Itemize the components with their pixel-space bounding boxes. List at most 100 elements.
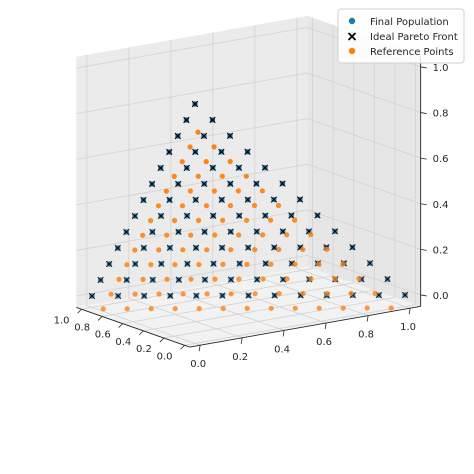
legend-marker-reference-points	[348, 47, 356, 55]
z-tick-label: 0.8	[433, 109, 449, 120]
reference-point	[211, 188, 217, 194]
reference-point	[292, 217, 298, 223]
pareto-front-marker	[88, 292, 96, 300]
reference-point	[171, 173, 177, 179]
pareto-front-marker	[175, 228, 182, 236]
pareto-front-marker	[253, 180, 260, 187]
pareto-front-marker	[279, 180, 286, 187]
gridline-y-floor	[212, 283, 327, 324]
pareto-front-marker	[331, 228, 339, 235]
reference-point	[364, 305, 370, 311]
pareto-front-marker	[157, 212, 165, 220]
pareto-front-marker	[166, 244, 174, 252]
gridline-y-floor	[170, 290, 285, 331]
reference-point	[228, 291, 234, 297]
gridline-z-right-wall	[307, 254, 421, 296]
z-tick-label: 0.4	[433, 200, 449, 211]
pareto-front-marker	[174, 132, 182, 140]
pareto-front-marker	[226, 132, 234, 140]
reference-point	[195, 129, 201, 135]
reference-point	[292, 261, 298, 267]
x-tick-label: 0.2	[136, 344, 152, 355]
legend-label-final-population: Final Population	[370, 17, 449, 28]
x-axis-line	[76, 307, 190, 348]
pareto-front-marker	[227, 276, 235, 283]
pareto-front-marker	[288, 212, 295, 219]
x-tick-mark	[180, 344, 185, 350]
reference-point	[140, 276, 146, 282]
reference-point	[220, 217, 226, 223]
reference-point	[300, 246, 306, 253]
reference-point	[236, 232, 242, 238]
z-tick-mark	[420, 294, 427, 297]
y-tick-label: 0.8	[358, 330, 374, 341]
pareto-front-marker	[244, 196, 252, 203]
y-tick-mark	[366, 315, 369, 322]
pareto-front-marker	[140, 196, 147, 204]
pareto-front-marker	[166, 148, 173, 156]
reference-point	[108, 291, 114, 297]
legend-label-ideal-pareto-front: Ideal Pareto Front	[370, 32, 458, 43]
pareto-front-marker	[218, 196, 225, 203]
pareto-front-marker	[140, 244, 148, 252]
reference-point	[276, 291, 282, 297]
reference-point	[203, 159, 209, 165]
y-tick-mark	[282, 330, 285, 337]
pareto-front-marker	[166, 196, 173, 204]
reference-point	[204, 291, 210, 297]
x-tick-mark	[77, 308, 82, 314]
reference-point	[356, 276, 362, 282]
gridline-z-right-wall	[307, 209, 421, 250]
reference-point	[251, 202, 258, 209]
gridline-x-floor	[184, 304, 416, 346]
legend: Final Population Ideal Pareto Front Refe…	[337, 8, 465, 64]
reference-point	[340, 261, 346, 267]
pareto-front-marker	[105, 260, 113, 268]
reference-point	[340, 305, 346, 311]
gridline-x-floor	[81, 268, 313, 310]
reference-point	[332, 276, 338, 282]
reference-point	[116, 276, 122, 282]
reference-point	[195, 173, 201, 179]
reference-point	[188, 276, 194, 282]
pareto-front-marker	[244, 244, 252, 251]
reference-point	[172, 262, 178, 268]
reference-point	[188, 232, 194, 238]
gridline-z-left-wall	[76, 254, 308, 297]
z-tick-label: 0.6	[433, 154, 449, 165]
reference-point	[179, 203, 186, 209]
reference-point	[244, 217, 250, 223]
reference-point	[316, 305, 322, 311]
reference-point	[204, 247, 210, 253]
reference-point	[180, 291, 186, 297]
reference-point	[180, 247, 186, 253]
gridline-z-left-wall	[76, 26, 308, 69]
gridline-y-floor	[128, 297, 243, 339]
z-tick-mark	[420, 203, 427, 206]
z-tick-label: 1.0	[433, 63, 449, 74]
reference-point	[252, 247, 258, 253]
pareto-front-marker	[218, 148, 225, 156]
reference-point	[244, 305, 250, 311]
pareto-front-marker	[193, 292, 200, 299]
reference-point	[244, 261, 250, 267]
z-tick-mark	[420, 112, 427, 114]
pareto-front-marker	[149, 228, 156, 236]
pareto-front-marker	[384, 275, 391, 283]
pareto-front-marker	[209, 164, 217, 172]
gridline-z-left-wall	[76, 72, 308, 115]
reference-point	[227, 158, 233, 165]
gridline-x-floor	[143, 289, 375, 332]
y-tick-label: 0.4	[274, 344, 290, 355]
pareto-front-marker	[253, 276, 261, 283]
gridline-x-floor	[122, 282, 354, 325]
pareto-front-marker	[227, 228, 234, 235]
pareto-front-marker	[131, 212, 139, 220]
legend-label-reference-points: Reference Points	[370, 47, 454, 58]
pareto-front-marker	[140, 292, 148, 300]
y-tick-mark	[408, 308, 411, 315]
axis-lines	[76, 55, 422, 348]
y-axis-line	[189, 305, 421, 348]
reference-point	[276, 246, 282, 253]
